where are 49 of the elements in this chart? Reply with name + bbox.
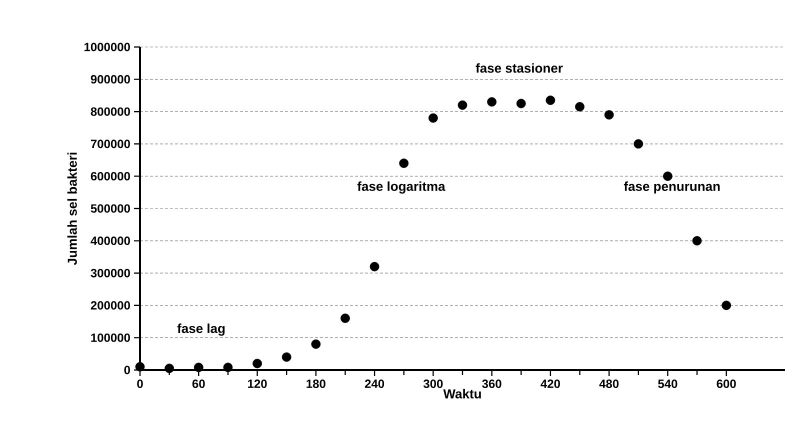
x-tick-label: 420	[540, 380, 560, 388]
point	[722, 300, 732, 310]
x-tick-label: 540	[658, 380, 678, 388]
y-tick-label: 0	[124, 366, 130, 374]
x-tick-label: 120	[248, 380, 267, 388]
x-axis-title: Waktu	[443, 388, 481, 398]
x-tick-label: 0	[137, 380, 143, 388]
point	[663, 171, 672, 181]
y-tick-label: 700000	[90, 140, 130, 148]
y-tick-label: 100000	[91, 333, 130, 342]
point	[194, 362, 204, 372]
point	[370, 262, 380, 272]
point	[692, 236, 702, 246]
point	[164, 364, 174, 374]
y-tick-label: 800000	[90, 107, 130, 116]
annotation: fase penurunan	[624, 181, 720, 194]
y-tick-label: 300000	[90, 268, 130, 278]
y-tick-label: 900000	[90, 75, 130, 84]
y-tick-label: 1000000	[84, 42, 130, 52]
x-tick-label: 60	[192, 380, 205, 388]
y-tick-label: 500000	[90, 204, 130, 213]
annotation: fase logaritma	[357, 181, 446, 194]
point	[252, 358, 262, 368]
y-tick-label: 400000	[90, 236, 130, 246]
x-tick-label: 360	[482, 380, 502, 388]
point	[282, 352, 292, 362]
point	[458, 100, 468, 110]
point	[223, 362, 233, 372]
point	[634, 139, 644, 149]
y-tick-label: 200000	[90, 301, 130, 310]
point	[311, 339, 321, 349]
x-tick-label: 180	[306, 380, 326, 388]
y-axis-title: Jumlah sel bakteri	[67, 152, 77, 266]
y-tick-label: 600000	[90, 172, 130, 180]
point	[546, 96, 556, 105]
point	[428, 113, 438, 123]
point	[604, 110, 614, 120]
point	[340, 314, 350, 324]
x-tick-label: 600	[716, 380, 736, 388]
point	[575, 102, 584, 112]
point	[487, 97, 497, 107]
x-tick-label: 300	[423, 380, 443, 388]
point	[399, 158, 409, 168]
annotation: fase stasioner	[476, 63, 563, 73]
x-tick-label: 240	[364, 380, 384, 388]
annotation: fase lag	[177, 324, 225, 336]
point	[516, 98, 526, 108]
x-tick-label: 480	[599, 380, 619, 388]
point	[135, 362, 145, 372]
